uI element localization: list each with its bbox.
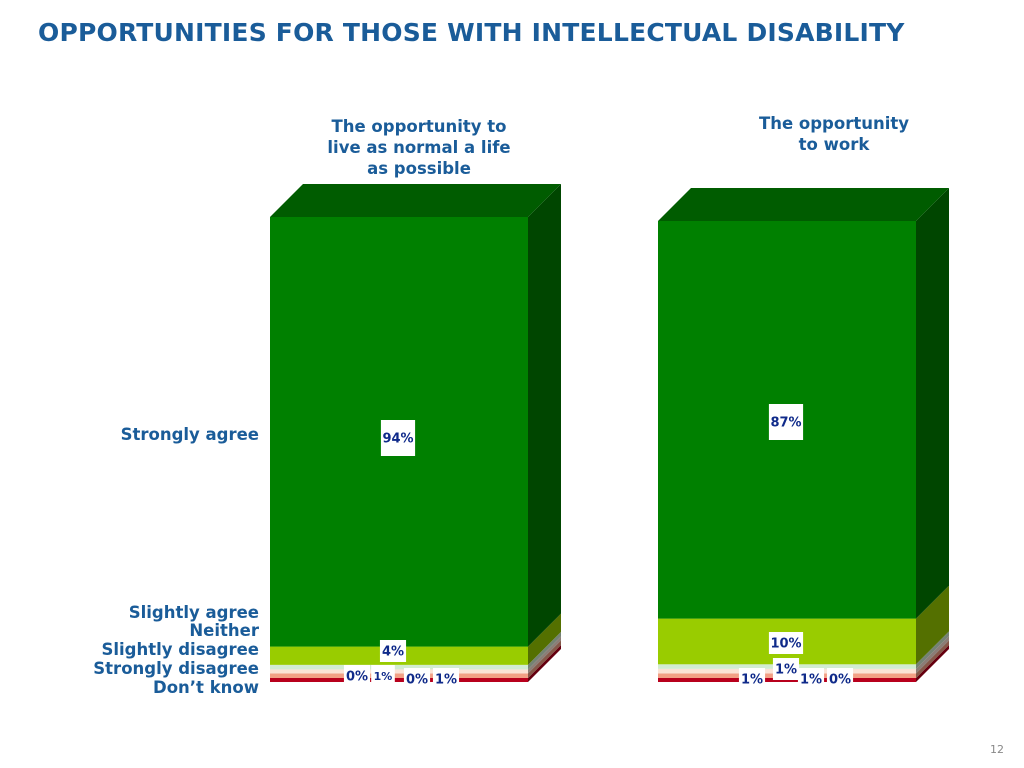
legend-label-dont-know: Don’t know [153, 678, 259, 697]
legend-label-slightly-agree: Slightly agree [128, 603, 259, 622]
data-label-1-neither: 1% [435, 673, 457, 688]
bar-1-neither-side [528, 631, 561, 670]
data-label-box-2-strongly-disagree [772, 658, 800, 680]
page-number: 12 [990, 743, 1004, 756]
bar-2-slightly-agree-side [916, 585, 949, 665]
data-label-box-1-slightly-disagree [403, 668, 431, 690]
bar-2-top [658, 188, 949, 221]
legend-label-strongly-agree: Strongly agree [120, 425, 259, 444]
column-title-work: The opportunity to work [758, 114, 910, 154]
data-label-box-2-slightly-disagree [738, 668, 766, 690]
bar-1-top [270, 184, 561, 217]
data-label-2-strongly-agree: 87% [770, 416, 801, 431]
bar-1-slightly-disagree [270, 669, 528, 674]
bar-1-strongly-disagree [270, 673, 528, 678]
data-label-1-strongly-disagree: 1% [374, 670, 393, 683]
bar-1-slightly-disagree-side [528, 636, 561, 674]
data-label-1-slightly-disagree: 0% [406, 673, 428, 688]
bar-1-slightly-agree-side [528, 613, 561, 665]
data-label-box-2-neither [797, 668, 825, 690]
bar-1-neither [270, 664, 528, 670]
data-label-box-1-don-t-know [343, 665, 371, 687]
data-label-1-strongly-agree: 94% [382, 432, 413, 447]
data-label-1-don-t-know: 0% [346, 670, 368, 685]
legend-label-slightly-disagree: Slightly disagree [101, 640, 259, 659]
bar-1-strongly-agree-side [528, 184, 561, 647]
data-label-2-neither: 1% [800, 673, 822, 688]
data-label-box-1-slightly-agree [379, 640, 407, 662]
data-label-box-1-strongly-agree [380, 420, 416, 456]
data-label-box-2-strongly-agree [768, 404, 804, 440]
bar-2-slightly-disagree-side [916, 635, 949, 674]
data-label-box-2-slightly-agree [768, 632, 804, 654]
bar-2-neither-side [916, 631, 949, 669]
data-label-2-don-t-know: 0% [829, 673, 851, 688]
bar-1-strongly-disagree-side [528, 640, 561, 678]
data-label-box-2-don-t-know [826, 668, 854, 690]
legend-label-strongly-disagree: Strongly disagree [93, 659, 259, 678]
data-label-2-slightly-disagree: 1% [741, 673, 763, 688]
data-label-box-1-strongly-disagree [371, 665, 395, 687]
bar-2-don-t-know-side [916, 645, 949, 682]
bar-1-don-t-know [270, 678, 528, 682]
data-label-box-1-neither [432, 668, 460, 690]
data-label-2-strongly-disagree: 1% [775, 663, 797, 678]
data-label-1-slightly-agree: 4% [382, 645, 404, 660]
bar-2-strongly-disagree-side [916, 640, 949, 678]
bar-2-strongly-agree-side [916, 188, 949, 619]
data-label-2-slightly-agree: 10% [770, 637, 801, 652]
legend-label-neither: Neither [189, 621, 259, 640]
page-title: OPPORTUNITIES FOR THOSE WITH INTELLECTUA… [38, 18, 905, 47]
bar-1-don-t-know-side [528, 645, 561, 682]
column-title-live-normal-life: The opportunity to live as normal a life… [327, 117, 511, 178]
